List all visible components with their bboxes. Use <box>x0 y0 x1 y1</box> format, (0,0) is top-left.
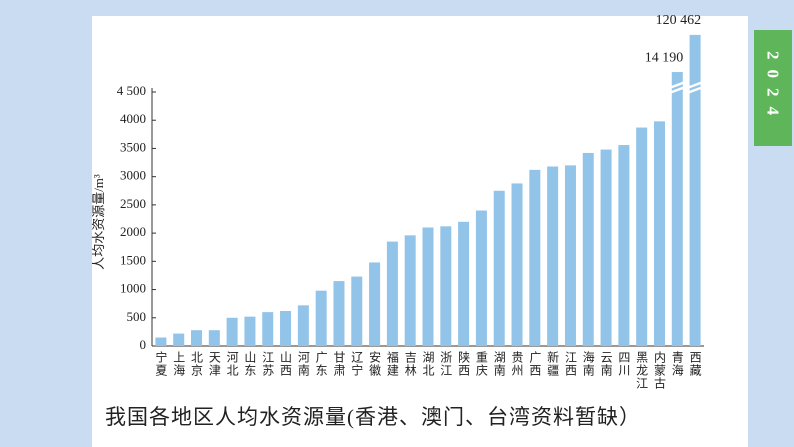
y-tick-label: 3000 <box>120 168 146 183</box>
x-tick-label: 广东 <box>314 351 328 377</box>
x-tick-label: 河南 <box>296 351 310 377</box>
slide-panel <box>92 16 748 447</box>
x-tick-label: 宁夏 <box>154 350 168 377</box>
bar <box>191 330 203 346</box>
bar <box>208 330 220 346</box>
bar <box>600 149 612 346</box>
bar <box>671 72 683 347</box>
x-tick-label: 湖北 <box>421 350 435 377</box>
x-tick-label: 西藏 <box>688 351 702 377</box>
y-tick-label: 4000 <box>120 111 146 126</box>
x-tick-label: 辽宁 <box>350 351 364 377</box>
x-tick-label: 陕西 <box>457 350 471 377</box>
x-tick-label: 青海 <box>670 351 684 377</box>
y-axis-label: 人均水资源量/m³ <box>91 174 106 270</box>
bar <box>689 34 701 346</box>
y-tick-label: 1500 <box>120 252 146 267</box>
bar <box>493 190 505 346</box>
axis-break <box>686 80 704 95</box>
x-tick-label: 吉林 <box>403 351 417 377</box>
value-label: 120 462 <box>656 13 702 28</box>
x-tick-label: 北京 <box>190 351 204 377</box>
caption: 我国各地区人均水资源量(香港、澳门、台湾资料暂缺） <box>105 405 641 429</box>
x-tick-label: 江西 <box>563 351 577 377</box>
bar <box>386 241 398 346</box>
x-tick-label: 江苏 <box>261 351 275 377</box>
x-tick-label: 广西 <box>528 351 542 377</box>
bar <box>618 145 630 346</box>
x-tick-label: 安徽 <box>368 350 382 377</box>
x-tick-label: 山东 <box>243 351 257 377</box>
bar <box>351 276 363 346</box>
x-tick-label: 贵州 <box>510 351 524 377</box>
x-tick-label: 上海 <box>172 351 186 377</box>
y-tick-label: 2500 <box>120 196 146 211</box>
axis-break <box>668 80 686 95</box>
bar <box>511 183 523 346</box>
y-tick-label: 1000 <box>120 281 146 296</box>
bar <box>315 290 327 346</box>
x-tick-label: 天津 <box>207 351 221 377</box>
bar <box>155 337 167 346</box>
x-tick-label: 新疆 <box>546 350 560 377</box>
bar <box>297 305 309 346</box>
x-tick-label: 黑龙江 <box>635 351 649 390</box>
y-tick-label: 4 500 <box>117 83 146 98</box>
bar <box>440 226 452 346</box>
x-tick-label: 重庆 <box>474 351 488 377</box>
y-tick-label: 2000 <box>120 224 146 239</box>
bar <box>529 169 541 346</box>
y-tick-label: 500 <box>127 309 147 324</box>
x-tick-label: 内蒙古 <box>652 351 666 390</box>
x-tick-label: 浙江 <box>439 351 453 377</box>
bar <box>369 262 381 346</box>
bar <box>404 235 416 346</box>
bar <box>173 333 185 346</box>
bar <box>653 121 665 347</box>
bar <box>262 312 274 346</box>
bar <box>280 311 292 346</box>
value-label: 14 190 <box>645 50 684 65</box>
x-tick-label: 四川 <box>617 351 631 377</box>
bar <box>475 210 487 346</box>
y-tick-label: 3500 <box>120 139 146 154</box>
x-tick-label: 山西 <box>279 351 293 377</box>
bar <box>333 281 345 346</box>
bar <box>244 316 256 346</box>
bar <box>422 227 434 346</box>
y-tick-label: 0 <box>140 337 147 352</box>
badge-box <box>754 30 792 146</box>
bar <box>547 166 559 346</box>
bar <box>564 165 576 346</box>
x-tick-label: 甘肃 <box>332 351 346 377</box>
bar <box>636 127 648 346</box>
x-tick-label: 河北 <box>225 351 239 377</box>
badge: 2024 <box>764 51 783 125</box>
bar <box>582 152 594 346</box>
x-tick-label: 云南 <box>599 351 613 377</box>
x-tick-label: 海南 <box>581 350 595 377</box>
x-tick-label: 湖南 <box>492 350 506 377</box>
bar <box>458 221 470 346</box>
x-tick-label: 福建 <box>385 350 399 377</box>
bar <box>226 317 238 346</box>
